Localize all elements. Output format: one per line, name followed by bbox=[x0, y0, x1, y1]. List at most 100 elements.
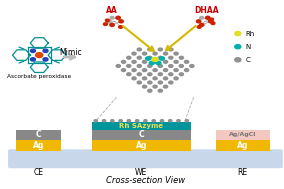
Circle shape bbox=[158, 89, 162, 92]
Circle shape bbox=[127, 120, 131, 122]
Circle shape bbox=[208, 20, 213, 23]
Circle shape bbox=[164, 69, 168, 71]
Circle shape bbox=[149, 61, 154, 65]
Circle shape bbox=[137, 81, 141, 84]
Circle shape bbox=[164, 52, 168, 55]
Circle shape bbox=[153, 60, 157, 63]
Circle shape bbox=[169, 48, 173, 51]
Text: CE: CE bbox=[34, 168, 43, 177]
Circle shape bbox=[127, 56, 131, 59]
Circle shape bbox=[105, 19, 109, 22]
Circle shape bbox=[143, 85, 147, 88]
Circle shape bbox=[143, 77, 147, 80]
Circle shape bbox=[235, 58, 241, 62]
Text: Rh SAzyme: Rh SAzyme bbox=[119, 123, 163, 129]
Circle shape bbox=[43, 58, 48, 61]
Bar bbox=[92, 122, 191, 130]
Circle shape bbox=[110, 16, 114, 19]
Circle shape bbox=[158, 81, 162, 84]
Circle shape bbox=[36, 53, 43, 57]
Circle shape bbox=[132, 52, 136, 55]
Text: C: C bbox=[246, 57, 250, 63]
Circle shape bbox=[137, 65, 141, 67]
Circle shape bbox=[148, 48, 152, 51]
Circle shape bbox=[148, 65, 152, 67]
Text: WE: WE bbox=[135, 168, 147, 177]
Text: DHAA: DHAA bbox=[194, 6, 218, 15]
Circle shape bbox=[156, 61, 161, 65]
Text: Rh: Rh bbox=[246, 31, 255, 36]
Circle shape bbox=[197, 20, 201, 23]
Circle shape bbox=[107, 20, 111, 23]
Circle shape bbox=[169, 73, 173, 76]
Circle shape bbox=[116, 16, 120, 19]
Circle shape bbox=[148, 56, 152, 59]
Circle shape bbox=[235, 45, 241, 49]
Text: C: C bbox=[139, 130, 144, 139]
Circle shape bbox=[119, 120, 122, 122]
Text: Ag/AgCl: Ag/AgCl bbox=[229, 132, 256, 137]
Text: Ascorbate peroxidase: Ascorbate peroxidase bbox=[7, 74, 71, 79]
Circle shape bbox=[235, 31, 241, 36]
Circle shape bbox=[200, 16, 204, 19]
Circle shape bbox=[153, 69, 157, 71]
Circle shape bbox=[211, 22, 215, 25]
Circle shape bbox=[119, 26, 122, 28]
Circle shape bbox=[110, 23, 114, 26]
Circle shape bbox=[148, 73, 152, 76]
Circle shape bbox=[122, 60, 126, 63]
Circle shape bbox=[210, 18, 214, 21]
Circle shape bbox=[103, 120, 106, 122]
Circle shape bbox=[169, 56, 173, 59]
Circle shape bbox=[119, 20, 123, 23]
Circle shape bbox=[153, 85, 157, 88]
Circle shape bbox=[148, 89, 152, 92]
Circle shape bbox=[153, 58, 158, 62]
Bar bbox=[92, 130, 191, 139]
Circle shape bbox=[143, 60, 147, 63]
Text: AA: AA bbox=[106, 6, 118, 15]
Circle shape bbox=[132, 77, 136, 80]
Circle shape bbox=[153, 52, 157, 55]
Bar bbox=[216, 139, 270, 151]
Circle shape bbox=[111, 120, 114, 122]
Circle shape bbox=[179, 65, 183, 67]
Circle shape bbox=[144, 120, 147, 122]
Circle shape bbox=[160, 57, 164, 60]
Circle shape bbox=[143, 52, 147, 55]
Circle shape bbox=[132, 60, 136, 63]
Circle shape bbox=[177, 120, 180, 122]
Circle shape bbox=[94, 120, 97, 122]
Circle shape bbox=[179, 73, 183, 76]
Circle shape bbox=[164, 85, 168, 88]
Circle shape bbox=[137, 73, 141, 76]
Bar bbox=[92, 139, 191, 151]
Circle shape bbox=[174, 69, 178, 71]
Circle shape bbox=[148, 81, 152, 84]
Bar bbox=[16, 130, 61, 139]
Circle shape bbox=[179, 56, 183, 59]
Circle shape bbox=[152, 57, 158, 61]
Circle shape bbox=[132, 69, 136, 71]
Circle shape bbox=[30, 49, 36, 53]
Bar bbox=[16, 139, 61, 151]
Circle shape bbox=[158, 48, 162, 51]
Circle shape bbox=[158, 65, 162, 67]
Text: N: N bbox=[246, 44, 251, 50]
Circle shape bbox=[185, 60, 189, 63]
Circle shape bbox=[174, 60, 178, 63]
Circle shape bbox=[164, 77, 168, 80]
Circle shape bbox=[169, 120, 172, 122]
FancyBboxPatch shape bbox=[8, 149, 283, 168]
Circle shape bbox=[146, 57, 151, 60]
Circle shape bbox=[158, 56, 162, 59]
Circle shape bbox=[153, 77, 157, 80]
Text: Ag: Ag bbox=[237, 141, 248, 150]
Text: Mimic: Mimic bbox=[60, 48, 82, 57]
Circle shape bbox=[197, 26, 201, 28]
Circle shape bbox=[199, 23, 204, 26]
Circle shape bbox=[206, 16, 210, 19]
Bar bbox=[216, 130, 270, 139]
Circle shape bbox=[103, 23, 107, 26]
Circle shape bbox=[43, 49, 48, 53]
